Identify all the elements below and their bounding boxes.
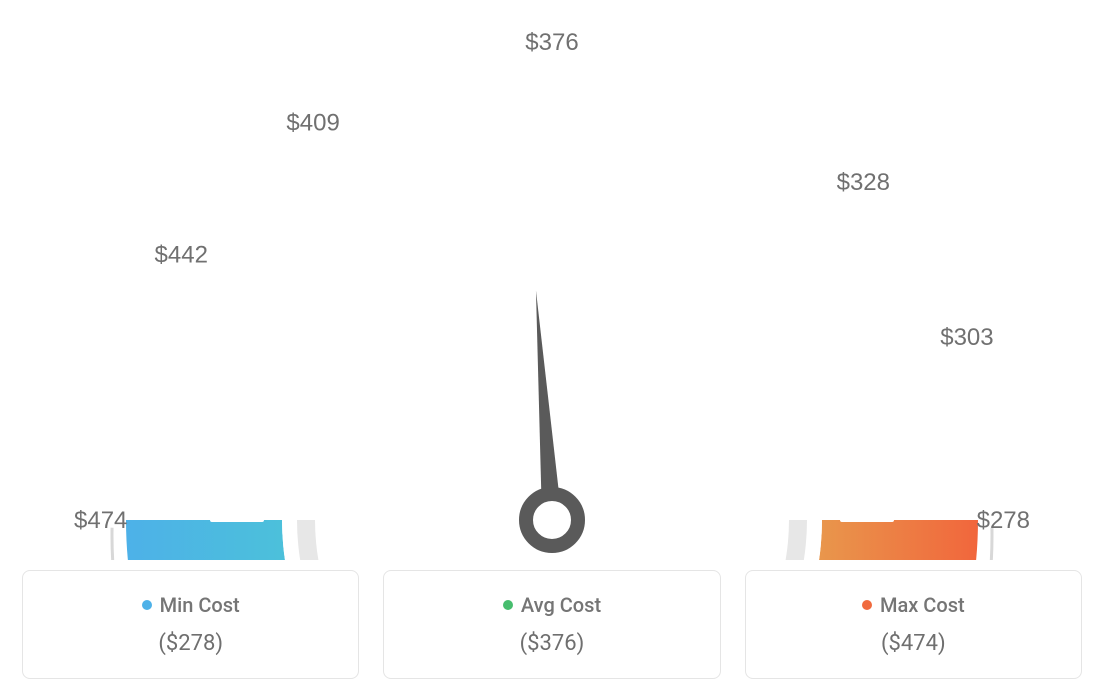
legend-card-max: Max Cost ($474) [745,570,1082,679]
cost-gauge-chart: $278 $303 $328 $376 $409 $442 $474 [22,20,1082,560]
legend-card-min: Min Cost ($278) [22,570,359,679]
legend-title-min: Min Cost [43,593,338,617]
gauge-svg: $278 $303 $328 $376 $409 $442 $474 [22,20,1082,560]
svg-text:$376: $376 [525,29,578,56]
legend-title-avg: Avg Cost [404,593,699,617]
svg-text:$474: $474 [74,507,127,534]
legend-title-max: Max Cost [766,593,1061,617]
svg-text:$442: $442 [155,241,208,268]
legend-dot-max [862,600,872,610]
legend-label-min: Min Cost [160,593,240,617]
legend-value-min: ($278) [43,631,338,656]
legend-dot-min [142,600,152,610]
svg-text:$328: $328 [837,169,890,196]
legend-card-avg: Avg Cost ($376) [383,570,720,679]
svg-text:$409: $409 [286,110,339,137]
svg-text:$303: $303 [940,324,993,351]
legend-label-max: Max Cost [880,593,965,617]
legend-dot-avg [503,600,513,610]
svg-text:$278: $278 [977,507,1030,534]
legend-label-avg: Avg Cost [521,593,601,617]
legend-value-max: ($474) [766,631,1061,656]
legend-row: Min Cost ($278) Avg Cost ($376) Max Cost… [22,570,1082,679]
legend-value-avg: ($376) [404,631,699,656]
